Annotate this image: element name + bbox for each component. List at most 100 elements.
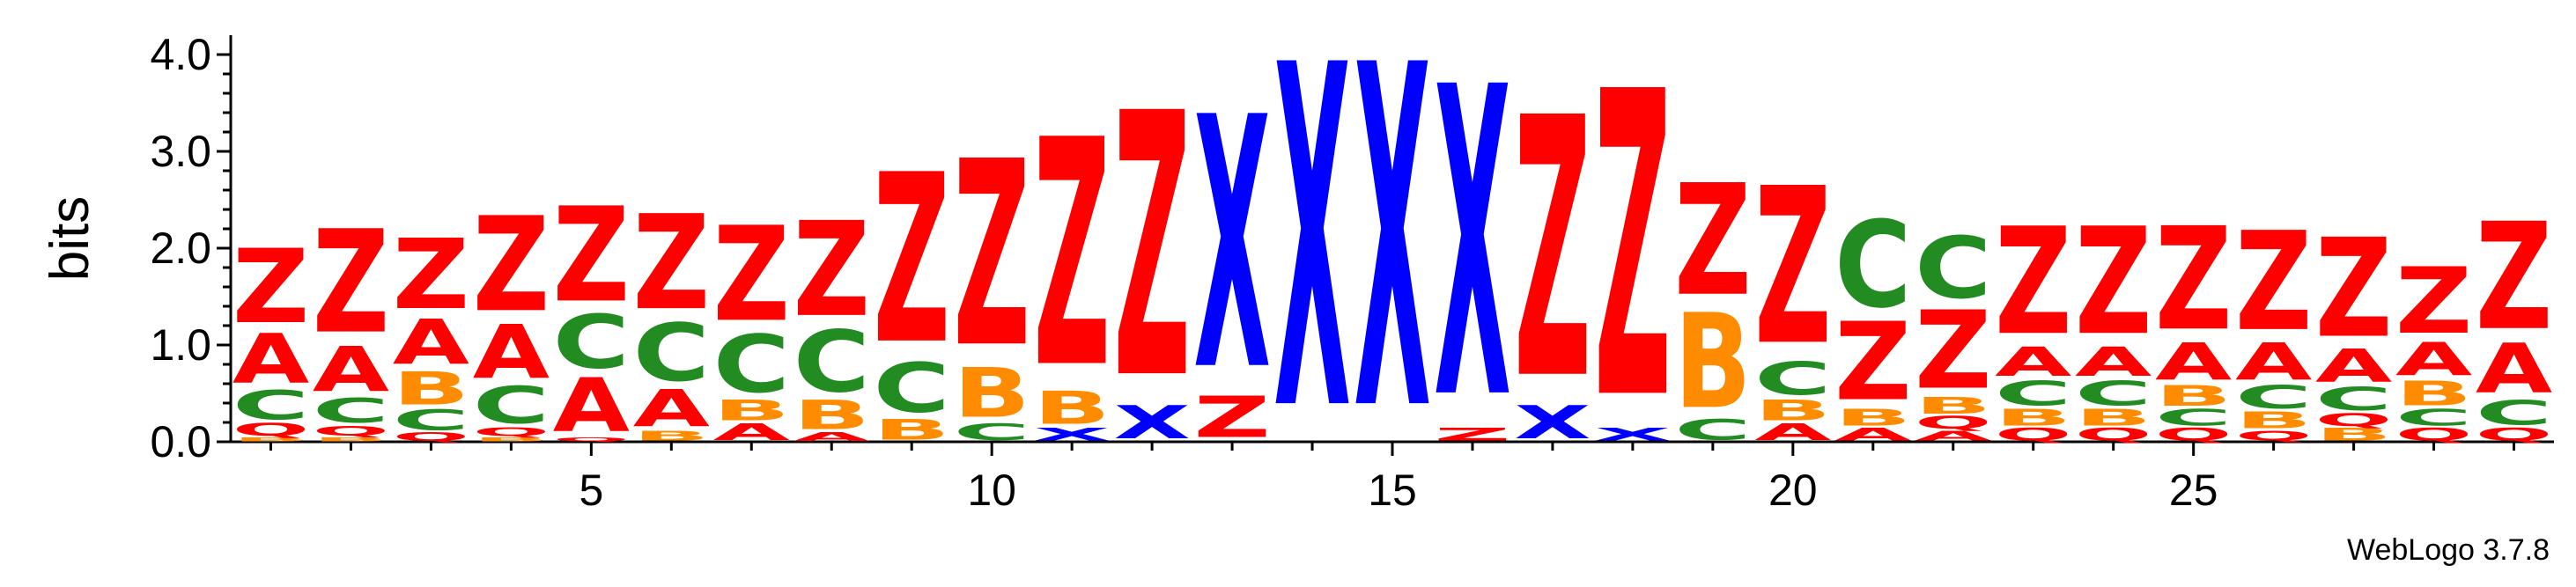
- logo-letter-c: C: [1834, 197, 1911, 335]
- logo-letter-b: B: [713, 394, 790, 428]
- logo-letter-z: Z: [2155, 197, 2232, 363]
- logo-letter-x: X: [1354, 0, 1430, 515]
- logo-letter-z: Z: [2476, 193, 2552, 363]
- logo-letter-z: Z: [2315, 209, 2392, 369]
- logo-letter-c: C: [713, 318, 790, 410]
- logo-letter-z: Z: [553, 180, 630, 331]
- logo-letter-z: Z: [2395, 249, 2472, 355]
- logo-letter-z: Z: [793, 194, 870, 346]
- logo-letter-b: B: [2235, 407, 2312, 434]
- logo-letter-z: Z: [1033, 74, 1110, 437]
- logo-letter-a: A: [2075, 339, 2152, 385]
- logo-letter-a: A: [1834, 425, 1912, 444]
- x-tick-label: 10: [967, 466, 1016, 515]
- logo-letter-z: Z: [1674, 152, 1751, 330]
- logo-letter-q: Q: [393, 430, 469, 444]
- logo-letter-c: C: [954, 419, 1030, 445]
- logo-letter-a: A: [2235, 333, 2312, 392]
- logo-letter-c: C: [2235, 378, 2312, 415]
- logo-letter-a: A: [2476, 329, 2553, 408]
- logo-letter-b: B: [2075, 404, 2152, 430]
- logo-letter-q: Q: [233, 420, 309, 439]
- logo-letter-x: X: [1113, 396, 1190, 449]
- x-tick-label: 15: [1368, 466, 1417, 515]
- logo-letter-b: B: [1754, 394, 1831, 428]
- logo-letter-z: Z: [1594, 4, 1671, 492]
- logo-letter-b: B: [393, 363, 469, 415]
- logo-letter-x: X: [1033, 425, 1110, 444]
- logo-letter-c: C: [473, 376, 550, 436]
- logo-letter-b: B: [1674, 287, 1751, 438]
- logo-letter-a: A: [1754, 419, 1831, 445]
- logo-letter-c: C: [1674, 413, 1751, 446]
- logo-letter-z: Z: [1834, 299, 1911, 425]
- logo-letter-b: B: [1995, 404, 2071, 430]
- logo-letter-q: Q: [2476, 425, 2552, 444]
- logo-letter-q: Q: [473, 426, 550, 439]
- logo-letter-z: Z: [874, 127, 950, 396]
- logo-letter-x: X: [1514, 396, 1591, 449]
- logo-letter-q: Q: [1915, 413, 1991, 432]
- logo-letter-q: Q: [2395, 425, 2472, 444]
- x-tick-label: 5: [579, 466, 603, 515]
- logo-letter-a: A: [393, 307, 469, 379]
- logo-letter-z: Z: [954, 108, 1030, 405]
- axes: 0.0 1.0 2.0 3.0 4.0 bits 5 10 15 20 25: [40, 30, 2554, 515]
- logo-letter-q: Q: [2075, 425, 2152, 444]
- logo-letter-z: Z: [2075, 197, 2152, 368]
- logo-letter-q: Q: [1995, 425, 2071, 444]
- logo-letter-c: C: [1915, 218, 1991, 318]
- logo-letter-c: C: [553, 301, 630, 386]
- logo-letter-z: Z: [1915, 287, 1991, 413]
- logo-letter-b: B: [2395, 374, 2472, 414]
- logo-letter-b: B: [874, 414, 950, 447]
- y-tick-label: 1.0: [150, 320, 211, 370]
- logo-letter-c: C: [2075, 374, 2152, 414]
- logo-letter-a: A: [793, 430, 870, 444]
- logo-letter-z: Z: [1995, 197, 2071, 368]
- logo-letter-b: B: [1915, 393, 1991, 419]
- logo-letter-z: Z: [1754, 143, 1831, 393]
- logo-letter-x: X: [1273, 0, 1350, 515]
- y-tick-label: 4.0: [150, 30, 211, 79]
- logo-letter-x: X: [1193, 46, 1270, 448]
- logo-letter-q: Q: [2235, 429, 2312, 444]
- logo-letter-c: C: [793, 312, 870, 412]
- logo-letter-c: C: [1754, 353, 1831, 406]
- weblogo-credit: WebLogo 3.7.8: [2347, 533, 2550, 567]
- logo-letter-c: C: [874, 349, 950, 429]
- logo-letter-z: Z: [2235, 202, 2312, 362]
- logo-letter-c: C: [2395, 405, 2472, 431]
- logo-letter-b: B: [2155, 379, 2232, 413]
- x-tick-label: 25: [2169, 466, 2218, 515]
- logo-letter-b: B: [1834, 404, 1911, 430]
- logo-letter-x: X: [1594, 425, 1671, 444]
- logo-letter-x: X: [1434, 0, 1510, 493]
- logo-letter-c: C: [2155, 405, 2232, 431]
- logo-letter-b: B: [1033, 382, 1110, 435]
- logo-letter-q: Q: [553, 437, 630, 444]
- logo-letter-b: B: [954, 354, 1030, 433]
- logo-letter-c: C: [393, 403, 469, 437]
- logo-letter-a: A: [2395, 334, 2472, 386]
- logo-letter-a: A: [233, 319, 310, 399]
- y-axis-label: bits: [40, 196, 100, 281]
- logo-letter-b: B: [2315, 425, 2392, 444]
- logo-letter-z: Z: [473, 189, 550, 341]
- logo-letter-b: B: [313, 437, 389, 443]
- logo-letter-a: A: [2155, 333, 2232, 392]
- logo-letter-z: Z: [233, 227, 309, 346]
- logo-letter-c: C: [233, 383, 309, 429]
- logo-letter-a: A: [313, 334, 389, 407]
- logo-letter-c: C: [1995, 374, 2071, 414]
- logo-letter-z: Z: [1514, 42, 1591, 459]
- logo-letter-c: C: [313, 391, 389, 430]
- logo-letter-a: A: [2315, 340, 2392, 393]
- logo-letter-b: B: [233, 437, 309, 443]
- logo-letter-q: Q: [2315, 410, 2392, 429]
- logo-letter-z: Z: [1434, 425, 1510, 444]
- logo-letter-z: Z: [1113, 36, 1190, 459]
- letter-stacks: BQCAZBQCAZQCBAZBQCAZQACZBACZABCZABCZBCZC…: [233, 0, 2553, 515]
- logo-letter-z: Z: [1193, 385, 1270, 451]
